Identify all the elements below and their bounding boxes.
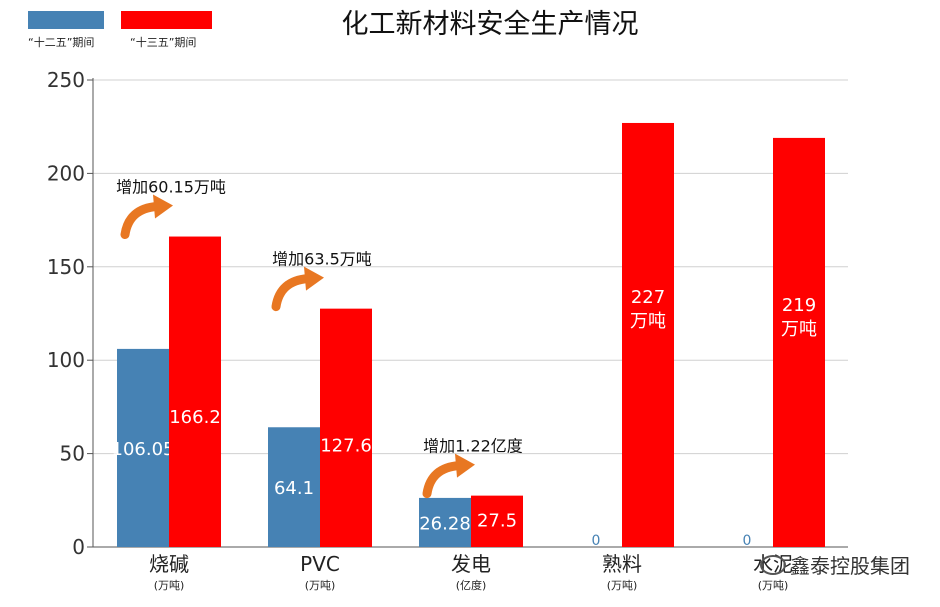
x-tick-label: 熟料 bbox=[602, 552, 642, 576]
data-label: 26.28 bbox=[419, 513, 471, 534]
y-tick-label: 0 bbox=[72, 535, 85, 559]
watermark: 鑫泰控股集团 bbox=[760, 550, 910, 579]
annotation-label: 增加63.5万吨 bbox=[272, 250, 372, 269]
bar-1-发电 bbox=[419, 497, 471, 547]
data-label: 万吨 bbox=[630, 311, 666, 332]
data-label: 0 bbox=[743, 533, 752, 549]
data-label: 64.1 bbox=[274, 478, 314, 499]
bar-1-PVC bbox=[268, 427, 320, 547]
data-label: 219 bbox=[782, 295, 816, 316]
data-label: 106.05 bbox=[112, 439, 175, 460]
y-tick-label: 200 bbox=[47, 161, 85, 185]
legend-label-series-2: “十三五”期间 bbox=[130, 36, 197, 49]
x-tick-unit: (万吨) bbox=[154, 579, 185, 592]
annotation-arrow-shaft bbox=[120, 202, 162, 240]
y-tick-label: 50 bbox=[60, 442, 85, 466]
x-tick-unit: (万吨) bbox=[758, 579, 789, 592]
annotation-arrow-shaft bbox=[271, 274, 313, 312]
legend-label-series-1: “十二五”期间 bbox=[28, 36, 95, 49]
annotation-arrow-head bbox=[304, 266, 324, 291]
bar-2-PVC bbox=[320, 308, 372, 547]
data-label: 27.5 bbox=[477, 510, 517, 531]
data-label: 227 bbox=[631, 287, 665, 308]
annotation-arrow-shaft bbox=[422, 461, 464, 499]
data-label: 万吨 bbox=[781, 319, 817, 340]
x-tick-label: 烧碱 bbox=[149, 552, 189, 576]
data-label: 0 bbox=[592, 533, 601, 549]
x-tick-unit: (万吨) bbox=[305, 579, 336, 592]
annotation-label: 增加1.22亿度 bbox=[423, 437, 523, 456]
legend-swatch-series-1 bbox=[28, 11, 104, 29]
annotation-arrow-head bbox=[455, 453, 475, 478]
chart-title: 化工新材料安全生产情况 bbox=[341, 9, 639, 40]
x-tick-unit: (亿度) bbox=[456, 578, 487, 592]
legend-swatch-series-2 bbox=[121, 11, 212, 29]
bar-2-水泥 bbox=[773, 137, 825, 547]
bar-2-发电 bbox=[471, 495, 523, 547]
x-tick-label: PVC bbox=[300, 552, 340, 576]
bar-2-熟料 bbox=[622, 122, 674, 548]
y-tick-label: 250 bbox=[47, 68, 85, 92]
bar-2-烧碱 bbox=[169, 236, 221, 548]
x-tick-unit: (万吨) bbox=[607, 579, 638, 592]
wechat-icon bbox=[760, 555, 786, 575]
data-label: 166.2 bbox=[169, 407, 221, 428]
annotation-label: 增加60.15万吨 bbox=[116, 178, 226, 197]
bar-1-烧碱 bbox=[117, 348, 169, 547]
watermark-text: 鑫泰控股集团 bbox=[790, 554, 910, 578]
x-tick-label: 发电 bbox=[451, 552, 491, 576]
y-tick-label: 150 bbox=[47, 255, 85, 279]
data-label: 127.6 bbox=[320, 436, 372, 457]
y-tick-label: 100 bbox=[47, 348, 85, 372]
annotation-arrow-head bbox=[153, 194, 173, 219]
